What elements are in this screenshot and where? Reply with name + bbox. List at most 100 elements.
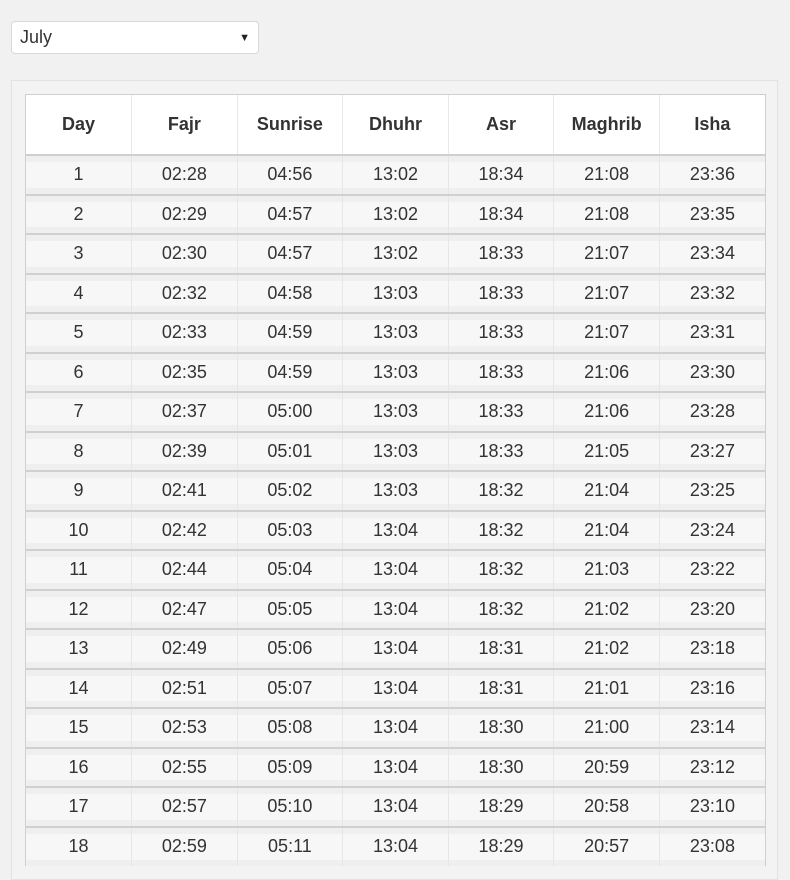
cell-fajr: 02:33 <box>131 313 238 353</box>
cell-sunrise: 05:07 <box>237 668 344 708</box>
month-select-value: July <box>20 27 53 47</box>
cell-day: 3 <box>26 234 133 274</box>
table-row: 9 02:41 05:02 13:03 18:32 21:04 23:25 <box>26 471 765 511</box>
cell-dhuhr: 13:04 <box>342 708 449 748</box>
cell-sunrise: 05:09 <box>237 747 344 787</box>
cell-dhuhr: 13:04 <box>342 826 449 866</box>
cell-dhuhr: 13:03 <box>342 273 449 313</box>
cell-sunrise: 04:59 <box>237 313 344 353</box>
cell-dhuhr: 13:02 <box>342 194 449 234</box>
cell-asr: 18:34 <box>448 155 555 195</box>
cell-dhuhr: 13:02 <box>342 234 449 274</box>
cell-asr: 18:30 <box>448 747 555 787</box>
cell-day: 4 <box>26 273 133 313</box>
cell-asr: 18:34 <box>448 194 555 234</box>
cell-dhuhr: 13:03 <box>342 352 449 392</box>
cell-isha: 23:28 <box>659 392 765 432</box>
cell-fajr: 02:59 <box>131 826 238 866</box>
cell-dhuhr: 13:04 <box>342 787 449 827</box>
table-row: 2 02:29 04:57 13:02 18:34 21:08 23:35 <box>26 194 765 234</box>
cell-fajr: 02:28 <box>131 155 238 195</box>
cell-day: 13 <box>26 629 133 669</box>
table-row: 10 02:42 05:03 13:04 18:32 21:04 23:24 <box>26 510 765 550</box>
cell-sunrise: 05:02 <box>237 471 344 511</box>
cell-asr: 18:33 <box>448 234 555 274</box>
cell-maghrib: 21:01 <box>553 668 660 708</box>
month-select[interactable]: July ▼ <box>11 21 259 54</box>
cell-day: 2 <box>26 194 133 234</box>
cell-asr: 18:33 <box>448 273 555 313</box>
table-row: 1 02:28 04:56 13:02 18:34 21:08 23:36 <box>26 155 765 195</box>
cell-day: 5 <box>26 313 133 353</box>
cell-asr: 18:31 <box>448 668 555 708</box>
cell-sunrise: 04:57 <box>237 234 344 274</box>
cell-maghrib: 20:59 <box>553 747 660 787</box>
cell-maghrib: 21:00 <box>553 708 660 748</box>
cell-asr: 18:33 <box>448 313 555 353</box>
cell-sunrise: 05:05 <box>237 589 344 629</box>
column-header-dhuhr: Dhuhr <box>342 95 449 156</box>
cell-maghrib: 21:06 <box>553 352 660 392</box>
prayer-times-table: Day Fajr Sunrise Dhuhr Asr Maghrib Isha … <box>26 95 765 866</box>
column-header-day: Day <box>26 95 133 156</box>
cell-maghrib: 21:04 <box>553 510 660 550</box>
column-header-asr: Asr <box>448 95 555 156</box>
cell-day: 16 <box>26 747 133 787</box>
cell-fajr: 02:35 <box>131 352 238 392</box>
cell-dhuhr: 13:04 <box>342 668 449 708</box>
dropdown-triangle-icon: ▼ <box>239 31 250 44</box>
cell-asr: 18:31 <box>448 629 555 669</box>
cell-asr: 18:29 <box>448 826 555 866</box>
cell-fajr: 02:44 <box>131 550 238 590</box>
cell-fajr: 02:41 <box>131 471 238 511</box>
cell-maghrib: 21:03 <box>553 550 660 590</box>
cell-sunrise: 05:03 <box>237 510 344 550</box>
timetable-panel: Day Fajr Sunrise Dhuhr Asr Maghrib Isha … <box>11 80 778 880</box>
table-row: 12 02:47 05:05 13:04 18:32 21:02 23:20 <box>26 589 765 629</box>
cell-sunrise: 04:57 <box>237 194 344 234</box>
column-header-isha: Isha <box>659 95 765 156</box>
cell-fajr: 02:30 <box>131 234 238 274</box>
cell-sunrise: 05:11 <box>237 826 344 866</box>
cell-day: 12 <box>26 589 133 629</box>
table-row: 5 02:33 04:59 13:03 18:33 21:07 23:31 <box>26 313 765 353</box>
cell-sunrise: 04:59 <box>237 352 344 392</box>
cell-dhuhr: 13:03 <box>342 313 449 353</box>
cell-fajr: 02:37 <box>131 392 238 432</box>
cell-asr: 18:30 <box>448 708 555 748</box>
cell-dhuhr: 13:03 <box>342 431 449 471</box>
cell-maghrib: 21:02 <box>553 629 660 669</box>
table-row: 13 02:49 05:06 13:04 18:31 21:02 23:18 <box>26 629 765 669</box>
cell-dhuhr: 13:04 <box>342 629 449 669</box>
cell-isha: 23:30 <box>659 352 765 392</box>
cell-sunrise: 05:01 <box>237 431 344 471</box>
table-row: 17 02:57 05:10 13:04 18:29 20:58 23:10 <box>26 787 765 827</box>
cell-sunrise: 05:04 <box>237 550 344 590</box>
table-row: 8 02:39 05:01 13:03 18:33 21:05 23:27 <box>26 431 765 471</box>
table-row: 16 02:55 05:09 13:04 18:30 20:59 23:12 <box>26 747 765 787</box>
cell-fajr: 02:51 <box>131 668 238 708</box>
table-row: 14 02:51 05:07 13:04 18:31 21:01 23:16 <box>26 668 765 708</box>
cell-asr: 18:33 <box>448 352 555 392</box>
cell-day: 10 <box>26 510 133 550</box>
cell-dhuhr: 13:04 <box>342 510 449 550</box>
cell-sunrise: 05:10 <box>237 787 344 827</box>
table-row: 6 02:35 04:59 13:03 18:33 21:06 23:30 <box>26 352 765 392</box>
cell-sunrise: 05:06 <box>237 629 344 669</box>
cell-isha: 23:14 <box>659 708 765 748</box>
prayer-times-table-container[interactable]: Day Fajr Sunrise Dhuhr Asr Maghrib Isha … <box>25 94 766 866</box>
cell-sunrise: 05:00 <box>237 392 344 432</box>
cell-day: 9 <box>26 471 133 511</box>
cell-day: 17 <box>26 787 133 827</box>
column-header-maghrib: Maghrib <box>553 95 660 156</box>
cell-maghrib: 21:02 <box>553 589 660 629</box>
cell-asr: 18:29 <box>448 787 555 827</box>
cell-dhuhr: 13:04 <box>342 550 449 590</box>
cell-asr: 18:33 <box>448 392 555 432</box>
cell-isha: 23:32 <box>659 273 765 313</box>
cell-fajr: 02:57 <box>131 787 238 827</box>
cell-isha: 23:36 <box>659 155 765 195</box>
table-row: 3 02:30 04:57 13:02 18:33 21:07 23:34 <box>26 234 765 274</box>
cell-dhuhr: 13:04 <box>342 747 449 787</box>
cell-maghrib: 21:07 <box>553 273 660 313</box>
